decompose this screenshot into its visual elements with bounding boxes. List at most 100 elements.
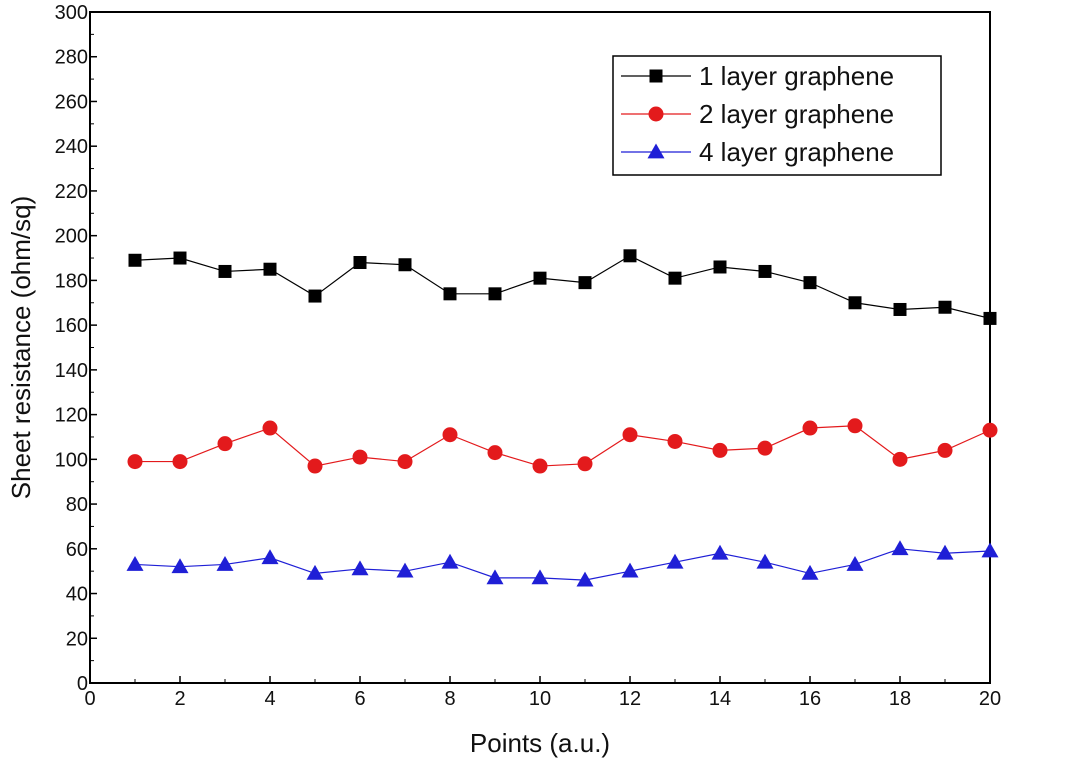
data-point xyxy=(893,302,907,316)
data-point xyxy=(983,311,997,325)
data-point xyxy=(261,549,279,565)
legend: 1 layer graphene 2 layer graphene 4 layer … xyxy=(612,55,942,176)
x-axis: 0 2 4 6 8 10 12 14 16 18 20 xyxy=(84,676,1001,710)
data-point xyxy=(937,442,953,458)
data-point xyxy=(758,264,772,278)
data-point xyxy=(263,262,277,276)
data-point xyxy=(396,562,414,578)
data-point xyxy=(172,454,188,470)
x-tick-label: 4 xyxy=(264,688,275,710)
data-point xyxy=(936,544,954,560)
y-tick-label: 80 xyxy=(66,494,88,516)
legend-item: 1 layer graphene xyxy=(621,61,894,91)
y-tick-label: 140 xyxy=(55,360,88,382)
legend-marker xyxy=(647,143,665,159)
legend-item: 4 layer graphene xyxy=(621,137,894,167)
data-point xyxy=(441,553,459,569)
data-point xyxy=(848,296,862,310)
data-point xyxy=(352,449,368,465)
y-tick-label: 120 xyxy=(55,405,88,427)
series-line xyxy=(134,255,991,320)
data-point xyxy=(533,271,547,285)
x-axis-title: Points (a.u.) xyxy=(470,728,610,758)
data-point xyxy=(532,458,548,474)
data-point xyxy=(803,276,817,290)
data-point xyxy=(757,440,773,456)
y-tick-label: 280 xyxy=(55,47,88,69)
data-point xyxy=(668,271,682,285)
y-tick-label: 0 xyxy=(77,673,88,695)
y-tick-label: 240 xyxy=(55,136,88,158)
x-tick-label: 18 xyxy=(889,688,911,710)
data-point xyxy=(846,555,864,571)
data-point xyxy=(351,560,369,576)
data-point xyxy=(171,558,189,574)
x-tick-label: 6 xyxy=(354,688,365,710)
data-point xyxy=(307,458,323,474)
y-tick-label: 300 xyxy=(55,2,88,24)
data-point xyxy=(756,553,774,569)
data-point xyxy=(892,451,908,467)
data-point xyxy=(666,553,684,569)
data-point xyxy=(711,544,729,560)
data-point xyxy=(398,258,412,272)
data-point xyxy=(442,427,458,443)
x-tick-label: 10 xyxy=(529,688,551,710)
legend-label: 2 layer graphene xyxy=(699,99,894,129)
y-tick-label: 40 xyxy=(66,584,88,606)
data-point xyxy=(576,571,594,587)
y-axis: 0 20 40 60 80 100 120 140 160 180 200 220 240 260 280 3… xyxy=(55,2,97,695)
x-tick-label: 20 xyxy=(979,688,1001,710)
legend-label: 1 layer graphene xyxy=(699,61,894,91)
data-point xyxy=(847,418,863,434)
data-point xyxy=(713,260,727,274)
series-3 xyxy=(126,540,999,587)
y-tick-label: 60 xyxy=(66,539,88,561)
data-point xyxy=(802,420,818,436)
data-point xyxy=(218,264,232,278)
x-tick-label: 8 xyxy=(444,688,455,710)
y-tick-label: 180 xyxy=(55,270,88,292)
data-point xyxy=(353,256,367,270)
data-point xyxy=(128,253,142,267)
data-point xyxy=(397,454,413,470)
legend-item: 2 layer graphene xyxy=(621,99,894,129)
data-point xyxy=(216,555,234,571)
legend-marker xyxy=(648,106,664,122)
y-tick-label: 100 xyxy=(55,449,88,471)
data-point xyxy=(127,454,143,470)
y-tick-label: 200 xyxy=(55,226,88,248)
data-point xyxy=(891,540,909,556)
data-point xyxy=(217,436,233,452)
y-axis-title: Sheet resistance (ohm/sq) xyxy=(6,196,36,499)
data-point xyxy=(577,456,593,472)
series-line xyxy=(134,548,991,581)
data-point xyxy=(981,542,999,558)
data-point xyxy=(262,420,278,436)
series-2 xyxy=(127,418,998,474)
y-tick-label: 20 xyxy=(66,628,88,650)
data-point xyxy=(531,569,549,585)
y-tick-label: 220 xyxy=(55,181,88,203)
legend-label: 4 layer graphene xyxy=(699,137,894,167)
y-tick-label: 160 xyxy=(55,315,88,337)
series-layer xyxy=(126,249,999,587)
data-point xyxy=(486,569,504,585)
data-point xyxy=(623,249,637,263)
legend-marker xyxy=(649,69,663,83)
series-line xyxy=(135,425,991,467)
x-tick-label: 16 xyxy=(799,688,821,710)
data-point xyxy=(173,251,187,265)
data-point xyxy=(578,276,592,290)
x-tick-label: 0 xyxy=(84,688,95,710)
data-point xyxy=(621,562,639,578)
data-point xyxy=(487,445,503,461)
data-point xyxy=(308,289,322,303)
x-tick-label: 2 xyxy=(174,688,185,710)
data-point xyxy=(801,564,819,580)
data-point xyxy=(982,422,998,438)
series-1 xyxy=(128,249,997,325)
data-point xyxy=(126,555,144,571)
data-point xyxy=(712,442,728,458)
